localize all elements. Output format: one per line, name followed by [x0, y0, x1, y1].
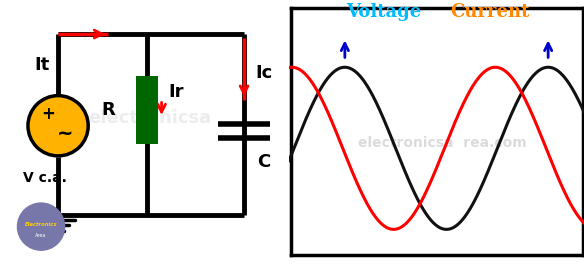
Text: Current: Current [450, 3, 529, 21]
Text: C: C [257, 154, 270, 171]
Text: electronicsa  rea.com: electronicsa rea.com [358, 136, 527, 150]
Text: electronicsa: electronicsa [88, 109, 211, 127]
Text: Electronics: Electronics [25, 221, 57, 227]
Text: Voltage: Voltage [346, 3, 421, 21]
Text: V c.a.: V c.a. [23, 171, 67, 185]
Text: Ir: Ir [168, 83, 184, 101]
Bar [136, 76, 158, 144]
Text: R: R [101, 101, 114, 119]
Circle shape [18, 203, 65, 250]
Text: ~: ~ [57, 124, 73, 143]
Text: Area: Area [36, 233, 47, 238]
Text: Ic: Ic [255, 64, 272, 82]
Text: +: + [41, 105, 55, 123]
Circle shape [28, 96, 88, 156]
Text: It: It [34, 57, 50, 74]
